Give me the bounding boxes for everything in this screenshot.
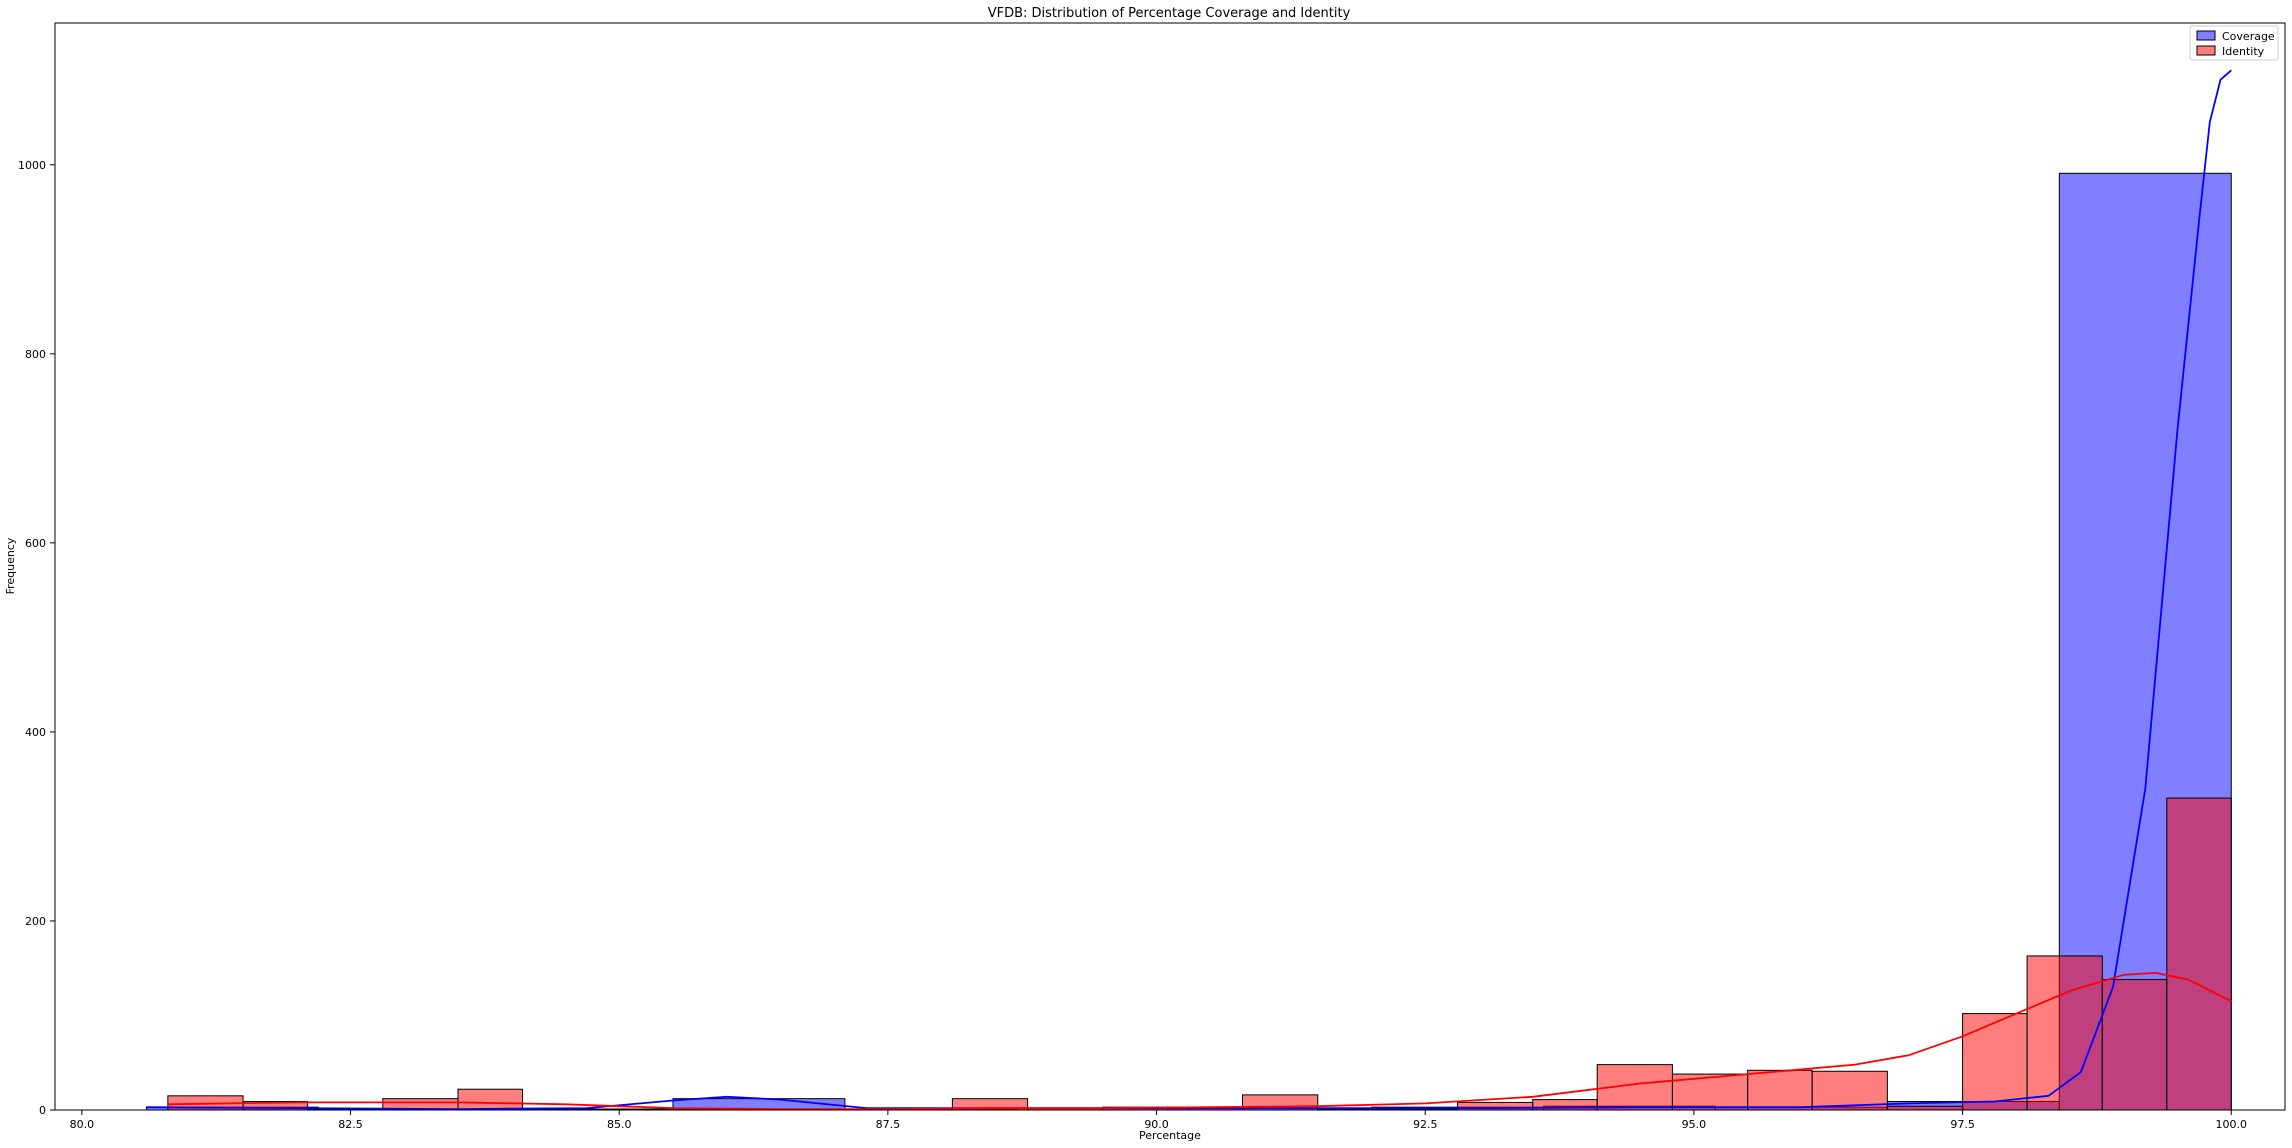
kde-line-identity (167, 972, 2232, 1110)
y-tick-label: 200 (25, 915, 46, 928)
y-tick-label: 800 (25, 348, 46, 361)
x-tick-label: 87.5 (876, 1118, 901, 1131)
bar-identity-23 (1811, 1070, 1888, 1111)
bar-identity-22 (1747, 1069, 1813, 1111)
x-tick-label: 90.0 (1144, 1118, 1169, 1131)
y-axis-label: Frequency (4, 537, 17, 594)
legend-swatch-identity (2196, 45, 2216, 56)
x-tick-label: 97.5 (1950, 1118, 1975, 1131)
x-tick-label: 85.0 (607, 1118, 632, 1131)
x-tick-label: 95.0 (1682, 1118, 1707, 1131)
x-tick-label: 80.0 (70, 1118, 95, 1131)
y-tick-label: 600 (25, 537, 46, 550)
legend: Coverage Identity (2189, 25, 2279, 61)
kde-layer (146, 69, 2232, 1110)
plot-frame (54, 22, 2286, 1111)
legend-label-identity: Identity (2222, 45, 2265, 58)
y-axis: 0 200 400 600 800 1000 (18, 159, 55, 1117)
x-axis-label: Percentage (1139, 1129, 1201, 1142)
x-axis: 80.0 82.5 85.0 87.5 90.0 92.5 95.0 97.5 100.0 (70, 1110, 2247, 1131)
kde-line-coverage (146, 69, 2232, 1110)
x-tick-label: 82.5 (338, 1118, 363, 1131)
bar-identity-26 (2026, 955, 2103, 1111)
bar-identity-4 (457, 1088, 523, 1111)
legend-label-coverage: Coverage (2222, 30, 2275, 43)
chart-title: VFDB: Distribution of Percentage Coverag… (988, 6, 1351, 21)
bar-identity-27 (2101, 979, 2168, 1111)
y-tick-label: 400 (25, 726, 46, 739)
bar-identity-24 (1886, 1105, 1964, 1111)
bar-identity-25 (1962, 1013, 2028, 1111)
y-tick-label: 0 (39, 1104, 46, 1117)
bar-identity-28 (2166, 797, 2232, 1111)
legend-swatch-coverage (2196, 30, 2216, 41)
y-tick-label: 1000 (18, 159, 46, 172)
x-tick-label: 92.5 (1413, 1118, 1438, 1131)
x-tick-label: 100.0 (2216, 1118, 2248, 1131)
